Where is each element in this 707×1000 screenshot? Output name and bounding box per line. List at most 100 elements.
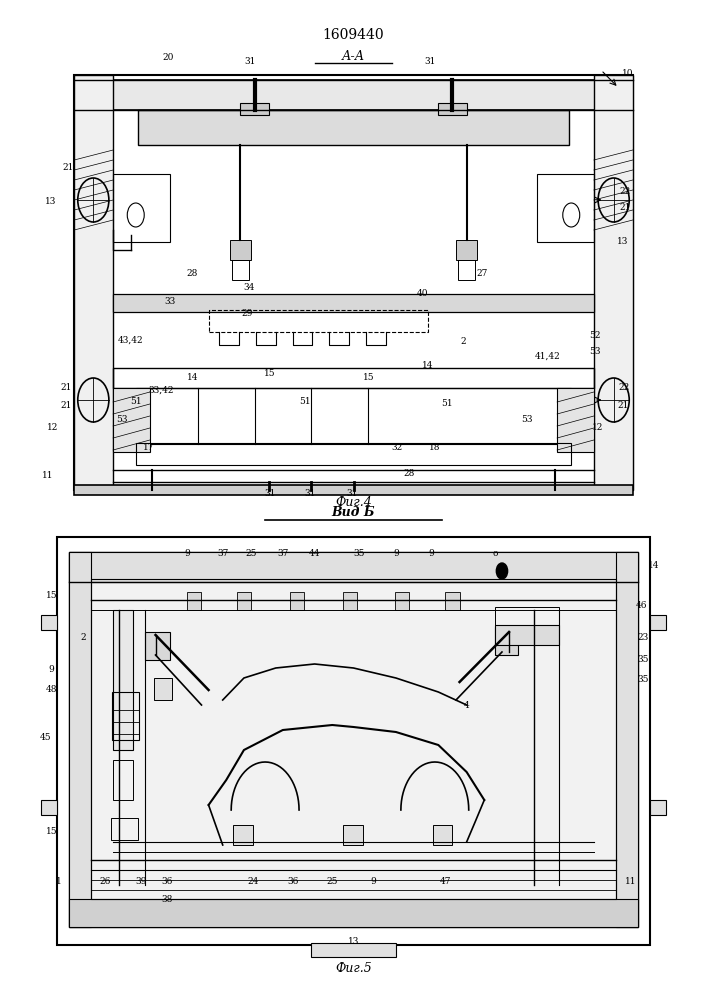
Bar (113, 760, 133, 800)
Text: 51: 51 (130, 397, 141, 406)
Bar (74, 485, 633, 495)
Bar (92, 80, 615, 110)
Bar (557, 388, 594, 452)
Bar (650, 800, 666, 815)
Text: 28: 28 (187, 269, 198, 278)
Text: 14: 14 (648, 560, 660, 570)
Bar (290, 592, 304, 610)
Bar (311, 943, 396, 957)
Text: 15: 15 (264, 369, 276, 378)
Bar (650, 615, 666, 630)
Text: 37: 37 (277, 548, 288, 558)
Bar (495, 627, 518, 655)
Bar (113, 294, 594, 312)
Text: 21: 21 (618, 401, 629, 410)
Text: 31: 31 (244, 57, 255, 66)
Text: 20: 20 (163, 53, 174, 62)
Text: 21: 21 (61, 401, 72, 410)
Text: 13: 13 (348, 938, 359, 946)
Bar (456, 240, 477, 260)
Text: 52: 52 (590, 332, 601, 340)
Bar (69, 552, 91, 927)
Text: 53: 53 (590, 348, 601, 357)
Text: 14: 14 (187, 373, 198, 382)
Bar (343, 825, 363, 845)
Bar (445, 592, 460, 610)
Text: 9: 9 (428, 548, 434, 558)
Text: 22: 22 (618, 383, 629, 392)
Text: 31: 31 (304, 489, 315, 498)
Bar (458, 260, 475, 280)
Bar (145, 632, 170, 660)
Text: 13: 13 (617, 237, 628, 246)
Text: 44: 44 (309, 548, 320, 558)
Bar (537, 174, 594, 242)
Text: 45: 45 (40, 734, 52, 742)
Bar (111, 818, 138, 840)
Bar (232, 260, 249, 280)
Text: 12: 12 (47, 424, 59, 432)
Bar (113, 610, 133, 750)
Text: 47: 47 (440, 878, 451, 886)
Text: 35: 35 (638, 676, 649, 684)
Text: 33: 33 (164, 298, 175, 306)
Text: 35: 35 (638, 656, 649, 664)
Text: 23: 23 (638, 634, 649, 643)
Bar (113, 174, 170, 242)
Text: 28: 28 (403, 470, 414, 479)
Text: 10: 10 (622, 70, 633, 79)
Bar (41, 615, 57, 630)
Text: 37: 37 (217, 548, 228, 558)
Text: 25: 25 (245, 548, 257, 558)
Text: 38: 38 (162, 896, 173, 904)
Bar (57, 537, 650, 945)
Text: 17: 17 (143, 444, 154, 452)
Text: 21: 21 (61, 383, 72, 392)
Text: o: o (492, 548, 498, 558)
Text: 22: 22 (619, 188, 631, 196)
Bar (154, 678, 172, 700)
Text: Фиг.4: Фиг.4 (335, 495, 372, 508)
Bar (69, 552, 638, 582)
Bar (187, 592, 201, 610)
Bar (113, 368, 594, 388)
Text: 21: 21 (619, 204, 631, 213)
Text: 2: 2 (81, 634, 86, 643)
Bar (41, 800, 57, 815)
Bar (112, 692, 139, 740)
Bar (233, 825, 253, 845)
Text: 11: 11 (42, 472, 54, 481)
Bar (616, 552, 638, 927)
Text: 1609440: 1609440 (322, 28, 385, 42)
Text: А-А: А-А (342, 50, 365, 64)
Text: 9: 9 (185, 548, 190, 558)
Bar (138, 110, 569, 145)
Text: 18: 18 (429, 444, 440, 452)
Bar (495, 625, 559, 645)
Text: 31: 31 (346, 489, 358, 498)
Bar (136, 443, 571, 465)
Bar (230, 240, 251, 260)
Bar (438, 103, 467, 115)
Bar (74, 75, 113, 490)
Bar (240, 103, 269, 115)
Text: 13: 13 (45, 198, 57, 207)
Text: 53: 53 (521, 416, 532, 424)
Text: 15: 15 (46, 828, 57, 836)
Bar (594, 75, 633, 490)
Bar (237, 592, 251, 610)
Text: 41,42: 41,42 (535, 352, 561, 360)
Text: 39: 39 (136, 878, 147, 886)
Text: 12: 12 (592, 424, 603, 432)
Text: 53: 53 (116, 416, 127, 424)
Text: Фиг.5: Фиг.5 (335, 962, 372, 974)
Text: 15: 15 (363, 373, 375, 382)
Bar (343, 592, 357, 610)
Bar (69, 899, 638, 927)
Text: 51: 51 (300, 397, 311, 406)
Text: 32: 32 (392, 444, 403, 452)
Text: 14: 14 (422, 361, 433, 370)
Text: 9: 9 (393, 548, 399, 558)
Text: 34: 34 (243, 284, 255, 292)
Text: 33,42: 33,42 (148, 385, 174, 394)
